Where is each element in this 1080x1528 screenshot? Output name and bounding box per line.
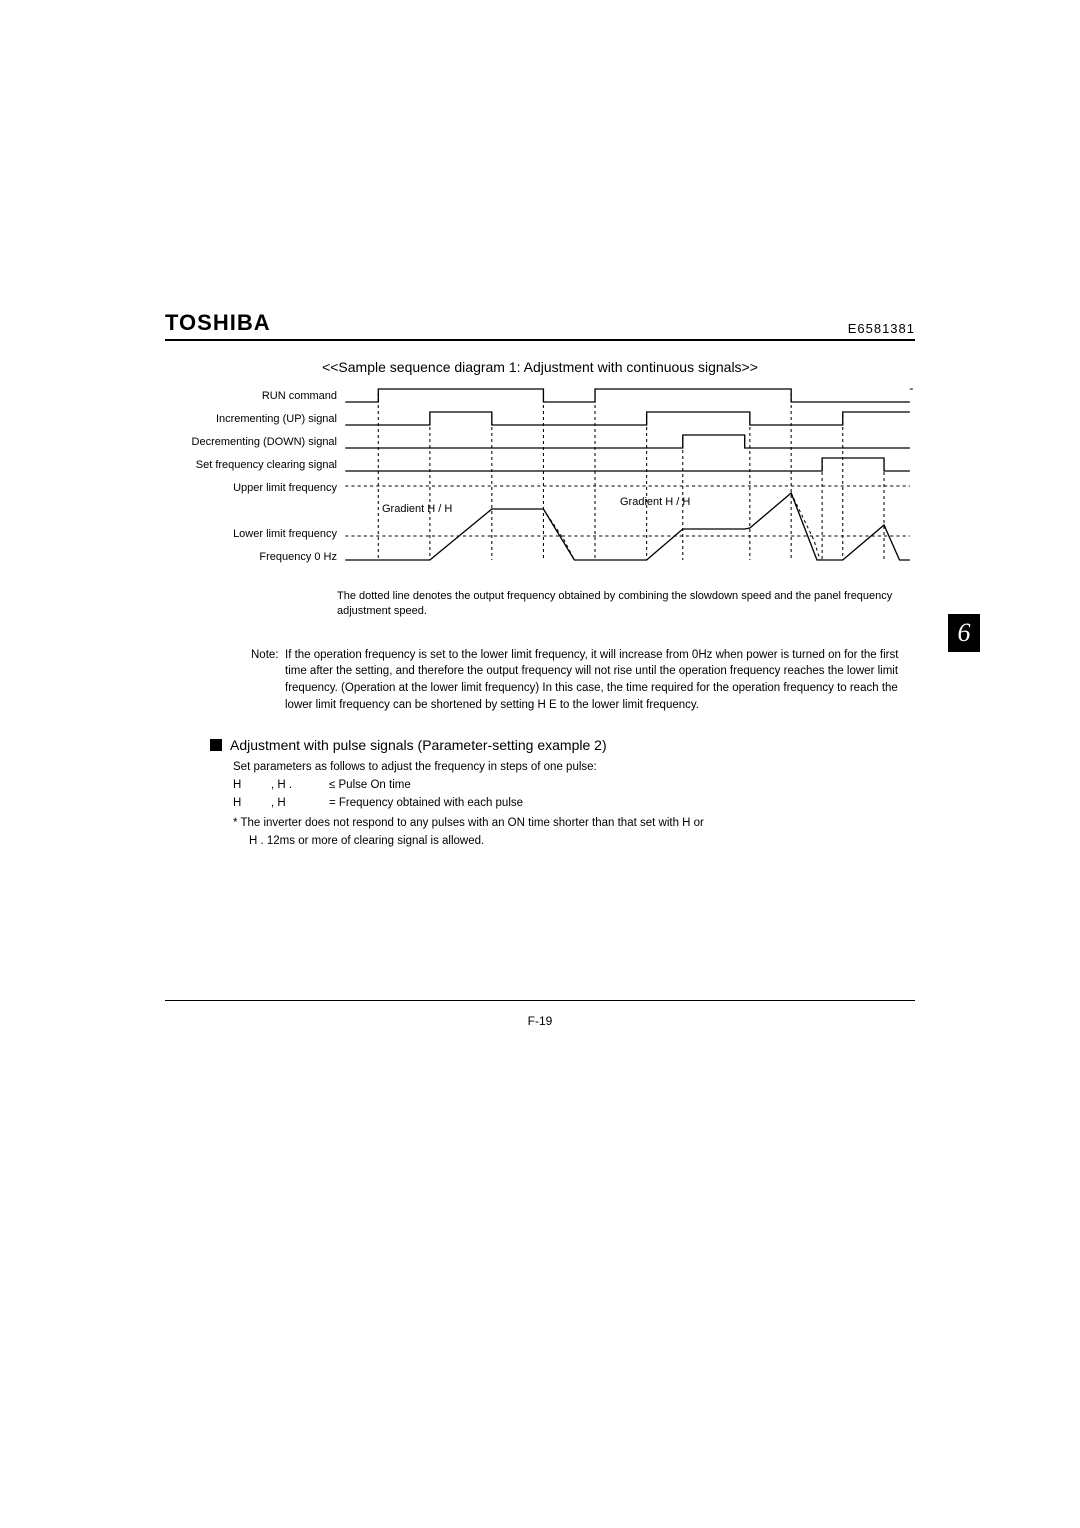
- param-line-2: H , H = Frequency obtained with each pul…: [233, 795, 915, 813]
- section-subtitle: <<Sample sequence diagram 1: Adjustment …: [165, 359, 915, 375]
- label-freq0: Frequency 0 Hz: [259, 546, 337, 569]
- document-number: E6581381: [848, 321, 915, 336]
- page-number: F-19: [0, 1014, 1080, 1028]
- label-llim: Lower limit frequency: [233, 523, 337, 546]
- label-clear: Set frequency clearing signal: [196, 454, 337, 477]
- pl2-c2: , H: [271, 795, 329, 813]
- section2-body: Set parameters as follows to adjust the …: [233, 759, 915, 850]
- section2-intro: Set parameters as follows to adjust the …: [233, 759, 915, 777]
- section2-title: Adjustment with pulse signals (Parameter…: [230, 737, 607, 753]
- gradient-label-left: Gradient H / H: [382, 503, 452, 515]
- note-block: Note: If the operation frequency is set …: [251, 647, 915, 714]
- pl1-c3: ≤ Pulse On time: [329, 777, 915, 795]
- square-bullet-icon: [210, 739, 222, 751]
- header-bar: TOSHIBA E6581381: [165, 310, 915, 341]
- param-star-line1: * The inverter does not respond to any p…: [233, 815, 704, 833]
- pl2-c3: = Frequency obtained with each pulse: [329, 795, 915, 813]
- label-ulim: Upper limit frequency: [233, 477, 337, 500]
- param-star-note: * The inverter does not respond to any p…: [233, 815, 915, 833]
- pl2-c1: H: [233, 795, 271, 813]
- timing-svg: [337, 385, 915, 585]
- label-up: Incrementing (UP) signal: [216, 408, 337, 431]
- chapter-tab: 6: [948, 614, 980, 652]
- pl1-c1: H: [233, 777, 271, 795]
- note-prefix: Note:: [251, 647, 285, 714]
- brand-name: TOSHIBA: [165, 310, 271, 336]
- pl1-c2: , H .: [271, 777, 329, 795]
- diagram-caption: The dotted line denotes the output frequ…: [337, 585, 915, 619]
- label-down: Decrementing (DOWN) signal: [192, 431, 337, 454]
- timing-diagram: RUN command Incrementing (UP) signal Dec…: [165, 385, 915, 585]
- gradient-label-right: Gradient H / H: [620, 496, 690, 508]
- signal-labels: RUN command Incrementing (UP) signal Dec…: [165, 385, 337, 585]
- page-root: TOSHIBA E6581381 <<Sample sequence diagr…: [0, 0, 1080, 1528]
- note-body: If the operation frequency is set to the…: [285, 647, 915, 714]
- label-run: RUN command: [262, 385, 337, 408]
- timing-plot: Gradient H / H Gradient H / H: [337, 385, 915, 585]
- param-star-line2: H . 12ms or more of clearing signal is a…: [249, 833, 915, 851]
- footer-rule: [165, 1000, 915, 1001]
- param-line-1: H , H . ≤ Pulse On time: [233, 777, 915, 795]
- section2-heading: Adjustment with pulse signals (Parameter…: [210, 737, 915, 753]
